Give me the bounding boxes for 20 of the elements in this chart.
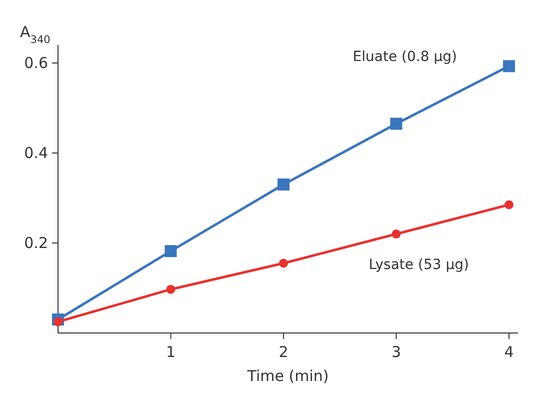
point [164,245,177,258]
point [278,258,288,268]
x-tick-label: 4 [504,343,514,361]
point [54,317,62,326]
x-tick-label: 3 [391,343,402,361]
y-tick-label: 0.4 [24,144,48,162]
x-axis-title: Time (min) [246,367,329,385]
series-label: Eluate (0.8 µg) [352,49,457,66]
x-tick-label: 1 [166,343,176,361]
y-tick-label: 0.2 [24,234,48,252]
point [166,284,176,294]
point [504,200,514,210]
series-label: Lysate (53 µg) [368,256,469,273]
x-tick-label: 2 [278,343,288,361]
point [277,178,290,190]
point [392,230,401,238]
point [390,118,402,130]
y-axis-title: A$_{340}$ [20,23,50,46]
point [502,60,515,72]
y-tick-label: 0.6 [24,54,48,72]
